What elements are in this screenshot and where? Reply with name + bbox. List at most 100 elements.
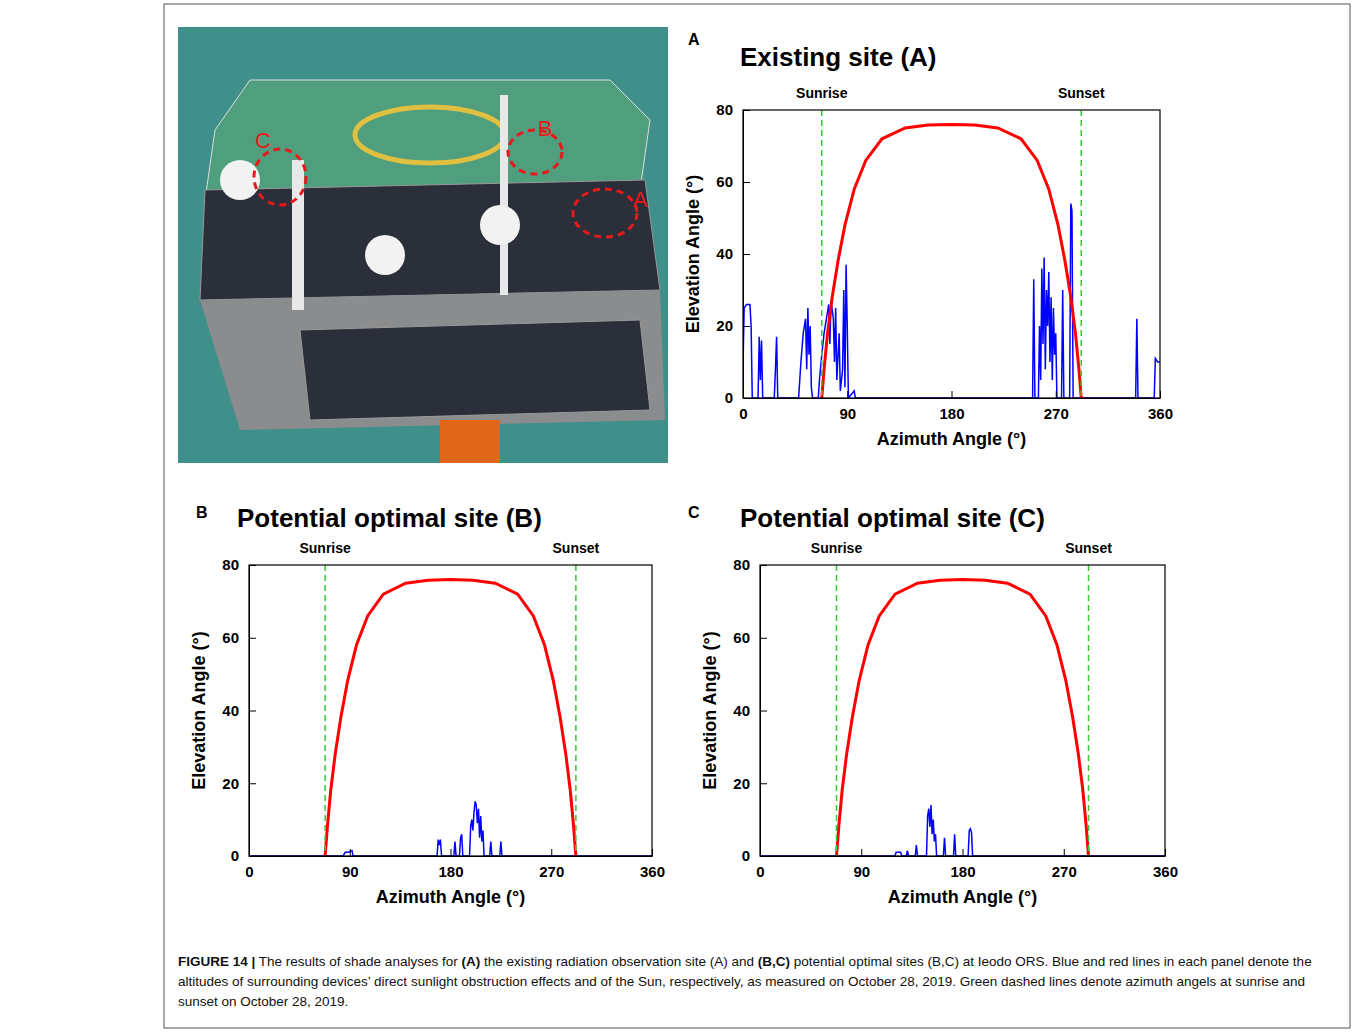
x-tick: 90 <box>839 391 856 422</box>
series-line <box>743 204 1160 398</box>
series-line <box>760 805 1165 856</box>
y-tick-mark <box>743 110 750 111</box>
photo-leg <box>440 420 500 463</box>
plot-frame <box>249 565 652 856</box>
x-tick-label: 270 <box>1044 405 1069 422</box>
y-tick-mark <box>249 711 256 712</box>
x-tick-mark <box>350 849 351 856</box>
annotation-label: Sunset <box>1065 540 1112 556</box>
y-tick-label: 80 <box>716 101 733 118</box>
photo-panels-upper <box>200 180 660 300</box>
y-axis-title: Elevation Angle (°) <box>189 631 209 790</box>
annotation-label: Sunset <box>1058 85 1105 101</box>
series-line <box>837 580 1089 856</box>
x-tick-mark <box>1056 391 1057 398</box>
y-axis-title: Elevation Angle (°) <box>700 631 720 790</box>
y-tick: 80 <box>716 101 750 118</box>
x-tick-mark <box>1165 849 1166 856</box>
photo-site-label: A <box>633 187 648 212</box>
y-tick-mark <box>743 182 750 183</box>
x-axis-title: Azimuth Angle (°) <box>877 429 1027 449</box>
x-tick: 180 <box>438 849 463 880</box>
y-tick-label: 60 <box>733 629 750 646</box>
y-tick: 40 <box>716 245 750 262</box>
chart-panel: AExisting site (A)SunriseSunset090180270… <box>683 31 1173 449</box>
annotation-label: Sunrise <box>796 85 848 101</box>
photo-site-ring <box>508 130 562 174</box>
caption-part: FIGURE 14 | <box>178 954 255 969</box>
x-tick-mark <box>847 391 848 398</box>
x-tick: 270 <box>539 849 564 880</box>
x-tick-label: 180 <box>438 863 463 880</box>
x-axis: 090180270360 <box>245 849 665 880</box>
y-tick-label: 60 <box>222 629 239 646</box>
caption-part: The results of shade analyses for <box>255 954 461 969</box>
figure-frame <box>164 4 1350 1028</box>
x-tick: 270 <box>1052 849 1077 880</box>
photo-dish <box>220 160 260 200</box>
y-tick-mark <box>760 638 767 639</box>
series-line <box>822 124 1081 398</box>
chart-title: Potential optimal site (C) <box>740 503 1045 533</box>
annotation-line <box>1088 565 1090 856</box>
caption-part: the existing radiation observation site … <box>480 954 758 969</box>
series-line <box>325 580 576 856</box>
annotation-line <box>1080 110 1082 398</box>
x-tick-label: 0 <box>245 863 253 880</box>
annotation-line <box>324 565 326 856</box>
marks <box>249 565 652 856</box>
y-tick-mark <box>743 254 750 255</box>
x-tick: 180 <box>950 849 975 880</box>
x-tick: 360 <box>1148 391 1173 422</box>
x-tick-mark <box>652 849 653 856</box>
marks <box>760 565 1165 856</box>
chart-panel: BPotential optimal site (B)SunriseSunset… <box>189 503 665 907</box>
y-tick: 60 <box>733 629 767 646</box>
plot-frame <box>743 110 1160 398</box>
x-tick-mark <box>551 849 552 856</box>
annotation-line <box>821 110 823 398</box>
y-tick-mark <box>760 856 767 857</box>
x-axis-title: Azimuth Angle (°) <box>376 887 526 907</box>
y-tick-label: 40 <box>733 702 750 719</box>
y-tick-label: 20 <box>222 775 239 792</box>
y-tick-label: 80 <box>733 556 750 573</box>
y-tick-label: 0 <box>231 847 239 864</box>
x-tick-label: 180 <box>939 405 964 422</box>
photo-site-ring <box>254 149 306 205</box>
photo-site-label: C <box>255 128 271 153</box>
photo-dish <box>365 235 405 275</box>
annotation-line <box>575 565 577 856</box>
caption-part: (A) <box>461 954 480 969</box>
photo-helipad <box>355 107 505 163</box>
y-tick-label: 20 <box>733 775 750 792</box>
x-tick-label: 180 <box>950 863 975 880</box>
y-tick-mark <box>760 565 767 566</box>
y-tick-label: 40 <box>222 702 239 719</box>
x-tick-label: 0 <box>756 863 764 880</box>
y-axis: 020406080 <box>716 101 750 406</box>
photo: CBA <box>178 27 668 463</box>
chart-title: Existing site (A) <box>740 42 936 72</box>
y-tick-mark <box>249 565 256 566</box>
x-tick-label: 360 <box>1148 405 1173 422</box>
photo-structure <box>200 290 665 430</box>
y-tick-mark <box>249 638 256 639</box>
panel-letter: A <box>688 31 700 48</box>
x-axis-line <box>761 856 1166 857</box>
x-tick-mark <box>1160 391 1161 398</box>
y-tick: 80 <box>733 556 767 573</box>
x-tick-label: 360 <box>640 863 665 880</box>
x-tick-mark <box>952 391 953 398</box>
y-tick: 0 <box>231 847 256 864</box>
annotation-label: Sunset <box>553 540 600 556</box>
y-tick-label: 40 <box>716 245 733 262</box>
y-tick: 0 <box>742 847 767 864</box>
y-tick: 20 <box>733 775 767 792</box>
x-tick-label: 270 <box>539 863 564 880</box>
x-tick: 180 <box>939 391 964 422</box>
y-tick-label: 0 <box>742 847 750 864</box>
y-axis: 0 20 40 60 80 <box>733 556 767 864</box>
y-tick-mark <box>760 783 767 784</box>
x-axis: 090180270360 <box>739 391 1173 422</box>
